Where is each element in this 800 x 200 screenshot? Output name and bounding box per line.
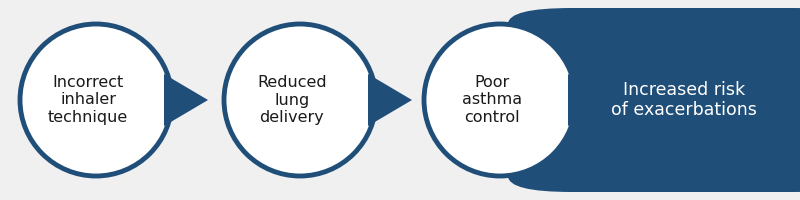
Ellipse shape — [20, 24, 172, 176]
Polygon shape — [568, 74, 612, 126]
Text: Poor
asthma
control: Poor asthma control — [462, 75, 522, 125]
Ellipse shape — [424, 24, 576, 176]
Text: Increased risk
of exacerbations: Increased risk of exacerbations — [611, 81, 757, 119]
Text: Reduced
lung
delivery: Reduced lung delivery — [257, 75, 327, 125]
Polygon shape — [164, 74, 208, 126]
Polygon shape — [368, 74, 412, 126]
Text: Incorrect
inhaler
technique: Incorrect inhaler technique — [48, 75, 128, 125]
Ellipse shape — [224, 24, 376, 176]
FancyBboxPatch shape — [508, 8, 800, 192]
